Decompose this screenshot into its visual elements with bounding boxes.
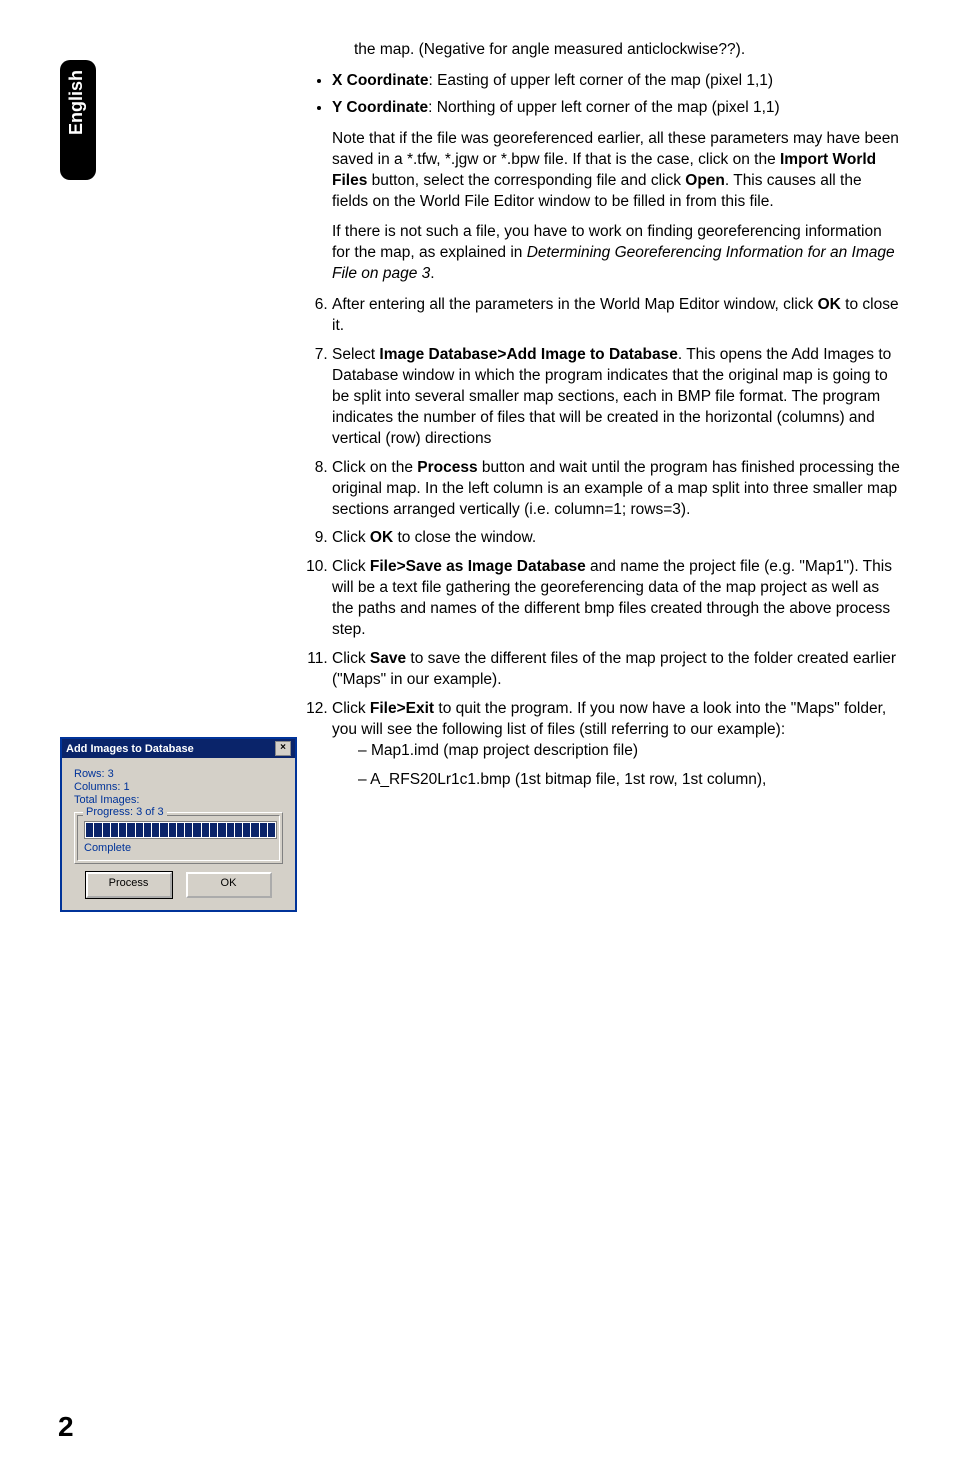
step-10: Click File>Save as Image Database and na… — [332, 557, 900, 641]
bullet-y-label: Y Coordinate — [332, 99, 428, 116]
step-7: Select Image Database>Add Image to Datab… — [332, 345, 900, 450]
step-8: Click on the Process button and wait unt… — [332, 458, 900, 521]
rows-label: Rows: 3 — [74, 768, 283, 780]
dialog-body: Rows: 3 Columns: 1 Total Images: Progres… — [62, 758, 295, 910]
sub-1: Map1.imd (map project description file) — [358, 741, 900, 762]
complete-label: Complete — [84, 842, 273, 854]
dialog-title-text: Add Images to Database — [66, 743, 194, 755]
dialog-screenshot: Add Images to Database × Rows: 3 Columns… — [60, 737, 297, 912]
step-12: Click File>Exit to quit the program. If … — [332, 699, 900, 791]
sub-2: A_RFS20Lr1c1.bmp (1st bitmap file, 1st r… — [358, 770, 900, 791]
progress-bar — [84, 821, 277, 839]
bullet-x: X Coordinate: Easting of upper left corn… — [332, 71, 900, 92]
coord-bullets: X Coordinate: Easting of upper left corn… — [310, 71, 900, 119]
note-para-1: Note that if the file was georeferenced … — [332, 129, 900, 213]
dialog-buttons: Process OK — [74, 872, 283, 898]
step-6: After entering all the parameters in the… — [332, 295, 900, 337]
bullet-y: Y Coordinate: Northing of upper left cor… — [332, 98, 900, 119]
step-11: Click Save to save the different files o… — [332, 649, 900, 691]
bullet-y-rest: : Northing of upper left corner of the m… — [428, 99, 780, 116]
main-content: the map. (Negative for angle measured an… — [310, 40, 900, 799]
steps-list: After entering all the parameters in the… — [310, 295, 900, 790]
ok-button[interactable]: OK — [186, 872, 272, 898]
bullet-x-label: X Coordinate — [332, 72, 428, 89]
page-number: 2 — [58, 1411, 74, 1443]
total-label: Total Images: — [74, 794, 283, 806]
note-para-2: If there is not such a file, you have to… — [332, 222, 900, 285]
intro-text: the map. (Negative for angle measured an… — [354, 40, 900, 61]
close-icon[interactable]: × — [275, 741, 291, 756]
cols-label: Columns: 1 — [74, 781, 283, 793]
progress-label: Progress: 3 of 3 — [83, 806, 167, 818]
process-button[interactable]: Process — [86, 872, 172, 898]
language-tab: English — [60, 60, 96, 180]
progress-group: Progress: 3 of 3 Complete — [74, 812, 283, 864]
language-label: English — [60, 60, 93, 145]
bullet-x-rest: : Easting of upper left corner of the ma… — [428, 72, 773, 89]
dialog-titlebar: Add Images to Database × — [62, 739, 295, 758]
step-12-sublist: Map1.imd (map project description file) … — [332, 741, 900, 791]
step-9: Click OK to close the window. — [332, 528, 900, 549]
